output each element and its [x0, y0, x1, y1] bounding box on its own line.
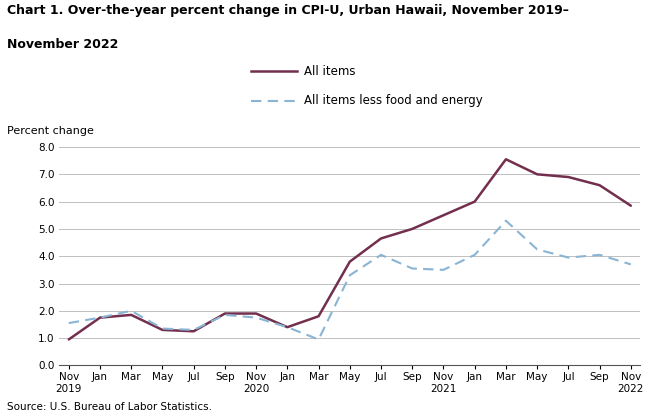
Text: Percent change: Percent change — [7, 126, 94, 136]
Text: Source: U.S. Bureau of Labor Statistics.: Source: U.S. Bureau of Labor Statistics. — [7, 402, 212, 412]
Text: All items: All items — [304, 65, 355, 78]
Text: Chart 1. Over-the-year percent change in CPI-U, Urban Hawaii, November 2019–: Chart 1. Over-the-year percent change in… — [7, 4, 568, 17]
Text: All items less food and energy: All items less food and energy — [304, 94, 482, 107]
Text: November 2022: November 2022 — [7, 38, 118, 51]
